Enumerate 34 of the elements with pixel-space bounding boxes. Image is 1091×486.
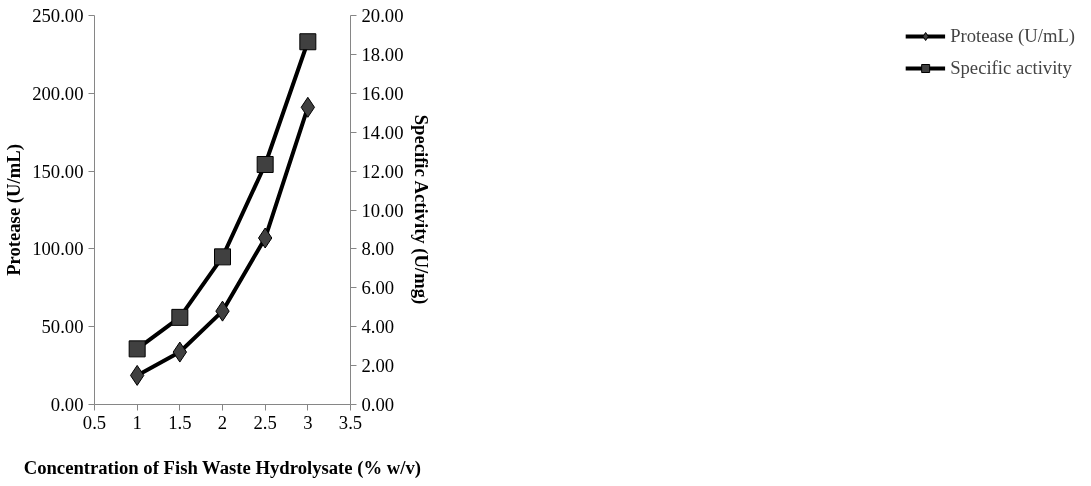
y-tick-label: 50.00 bbox=[41, 316, 84, 338]
point bbox=[214, 248, 231, 266]
y-axis-title: Protease (U/mL) bbox=[3, 144, 26, 276]
x-tick-label: 1.5 bbox=[168, 411, 192, 433]
x-tick-label: 1 bbox=[132, 411, 142, 433]
legend-label: Specific activity bbox=[950, 57, 1072, 79]
x-tick-label: 3.5 bbox=[338, 411, 363, 433]
x-tick-label: 0.5 bbox=[82, 411, 107, 433]
y2-tick-label: 8.00 bbox=[361, 238, 395, 260]
y-tick-label: 0.00 bbox=[50, 394, 84, 415]
x-tick-label: 3 bbox=[303, 411, 313, 433]
y-tick-label: 150.00 bbox=[32, 160, 84, 182]
x-tick-label: 2 bbox=[217, 411, 228, 433]
y2-tick-label: 10.00 bbox=[361, 199, 404, 221]
x-axis-title: Concentration of Fish Waste Hydrolysate (% w/v) bbox=[23, 456, 421, 479]
point bbox=[299, 33, 317, 51]
point bbox=[128, 340, 146, 358]
y-tick-label: 100.00 bbox=[32, 238, 84, 260]
y2-tick-label: 0.00 bbox=[361, 394, 395, 415]
y2-tick-label: 14.00 bbox=[361, 121, 404, 143]
y2-tick-label: 2.00 bbox=[361, 355, 395, 377]
y2-tick-label: 20.00 bbox=[361, 5, 404, 26]
point bbox=[256, 155, 274, 173]
y2-tick-label: 4.00 bbox=[361, 316, 395, 338]
y2-tick-label: 6.00 bbox=[361, 277, 395, 299]
x-tick-label: 2.5 bbox=[253, 411, 277, 433]
y2-tick-label: 18.00 bbox=[361, 43, 404, 65]
y-tick-label: 200.00 bbox=[32, 82, 84, 104]
y2-tick-label: 12.00 bbox=[361, 160, 404, 182]
y-tick-label: 250.00 bbox=[32, 5, 84, 26]
y2-axis-title: Specific Activity (U/mg) bbox=[410, 114, 433, 305]
point bbox=[171, 308, 189, 326]
y2-tick-label: 16.00 bbox=[361, 82, 404, 104]
legend-label: Protease (U/mL) bbox=[950, 25, 1075, 47]
